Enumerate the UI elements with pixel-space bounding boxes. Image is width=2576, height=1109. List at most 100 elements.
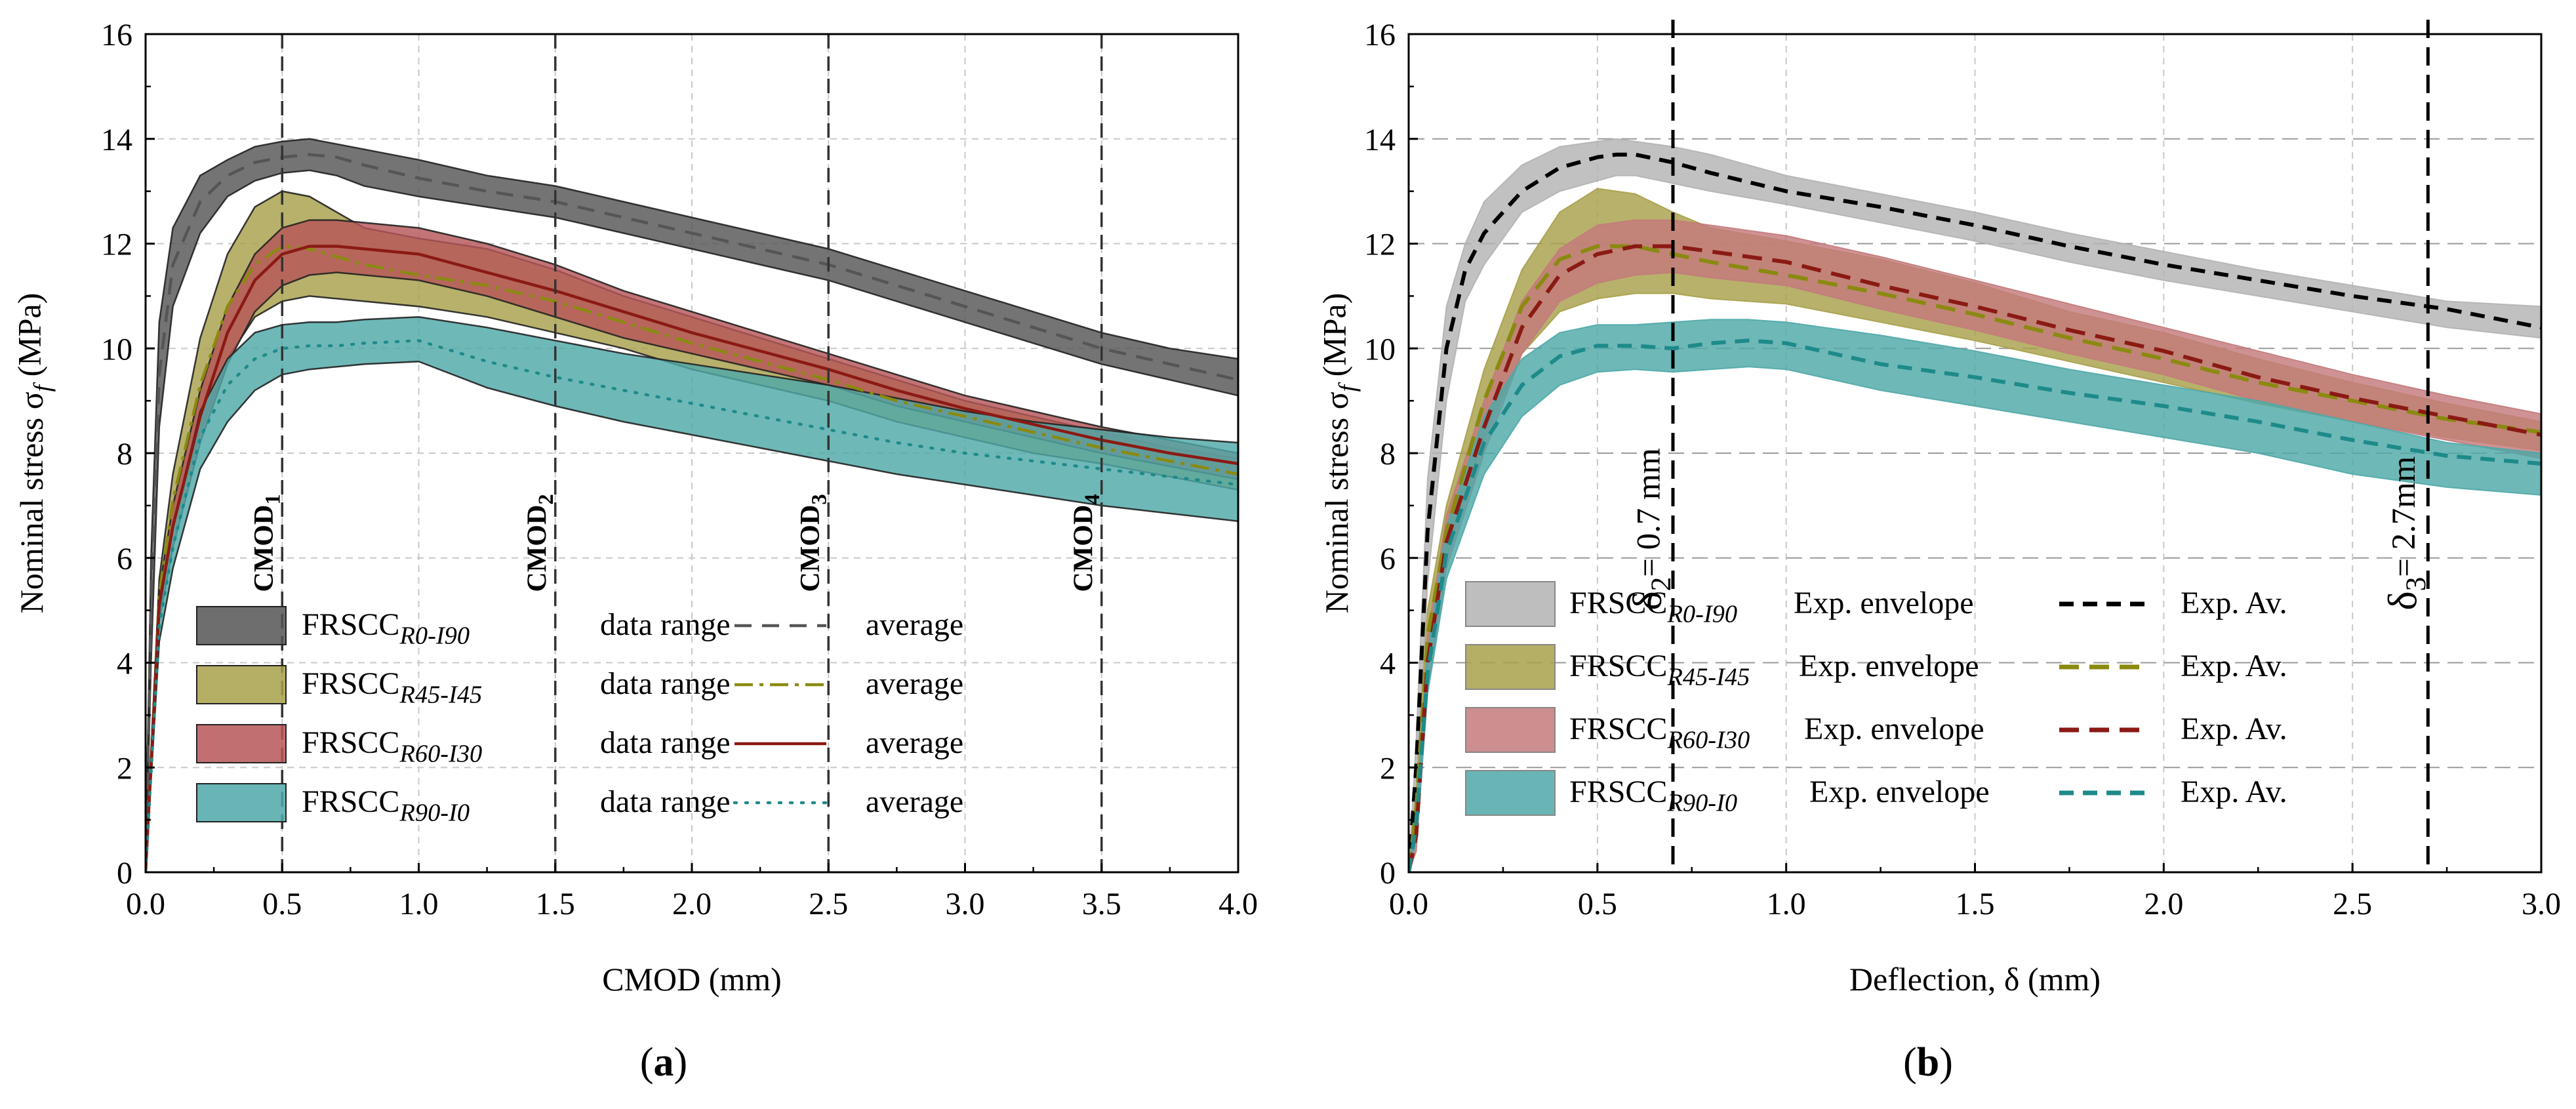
legend-name-sub: R45-I45 (1666, 663, 1750, 691)
legend-band-label: Exp. envelope (1799, 649, 1979, 683)
panel-label-close: ) (674, 1040, 688, 1085)
marker-label-cmod3-main: CMOD (795, 505, 826, 592)
marker-label-cmod1-sub: 1 (262, 494, 285, 504)
marker-label-delta3: δ3= 2.7mm (2381, 456, 2432, 611)
legend-band-label: data range (600, 725, 731, 760)
y-tick-label: 10 (101, 332, 132, 367)
x-axis-label: CMOD (mm) (602, 961, 782, 998)
panel-label-close: ) (1939, 1040, 1953, 1085)
legend: FRSCCR0-I90 Exp. envelope Exp. Av.FRSCCR45… (1465, 581, 2287, 817)
marker-label-cmod4-main: CMOD (1069, 505, 1099, 592)
y-tick-label: 12 (1364, 228, 1396, 262)
legend-series-name: FRSCCR60-I30 (302, 725, 482, 767)
band-r90-i0 (146, 316, 1238, 872)
y-tick-label: 4 (1380, 647, 1396, 681)
x-tick-label: 2.5 (2333, 887, 2372, 921)
legend-band-label: data range (600, 784, 731, 819)
delta-symbol: δ (2381, 591, 2425, 610)
legend-swatch-r0-i90 (1465, 581, 1556, 627)
x-tick-label: 2.0 (2144, 887, 2183, 921)
legend-swatch-r90-i0 (196, 783, 287, 822)
avg-line-r45-i45 (146, 245, 1238, 872)
marker-label-cmod4-sub: 4 (1081, 494, 1104, 504)
legend-band-label: data range (600, 666, 731, 701)
y-tick-label: 10 (1364, 332, 1396, 367)
legend-line-label: average (866, 607, 963, 642)
legend-name-main: FRSCC (1569, 775, 1667, 809)
band-r60-i30 (146, 219, 1238, 872)
band-r0-i90 (146, 138, 1238, 872)
legend-series-name: FRSCCR45-I45 (302, 666, 482, 708)
legend-name-sub: R90-I0 (399, 799, 470, 826)
y-tick-label: 14 (1364, 123, 1396, 157)
marker-label-cmod1-main: CMOD (249, 505, 279, 592)
legend-name-main: FRSCC (302, 666, 399, 701)
y-tick-label: 8 (117, 437, 132, 472)
panel-label: (a) (640, 1040, 687, 1085)
legend-series-name: FRSCCR0-I90 (1569, 586, 1737, 628)
marker-label-cmod2: CMOD2 (523, 494, 558, 592)
avg-line-r0-i90 (146, 153, 1238, 872)
marker-label-cmod2-main: CMOD (523, 505, 553, 592)
y-tick-label: 8 (1380, 437, 1396, 472)
avg-line-r90-i0 (146, 339, 1238, 872)
avg-line-r90-i0 (1409, 338, 2541, 872)
legend-line-label: average (866, 666, 963, 701)
y-axis-label: Nominal stress σf (MPa) (10, 293, 56, 614)
avg-line-r60-i30 (1409, 244, 2541, 872)
marker-label-cmod3: CMOD3 (795, 494, 831, 592)
band-r90-i0 (1409, 319, 2541, 872)
delta-sub: 2 (1645, 577, 1677, 592)
legend-band-label: Exp. envelope (1809, 775, 1990, 809)
y-tick-label: 0 (1380, 856, 1396, 891)
y-axis-label-main: Nominal stress σ (1318, 392, 1355, 613)
legend-line-label: Exp. Av. (2181, 775, 2287, 809)
y-tick-label: 2 (117, 751, 132, 786)
legend-line-label: Exp. Av. (2181, 649, 2287, 683)
y-tick-label: 4 (117, 647, 132, 681)
avg-line-r45-i45 (1409, 244, 2541, 872)
axes: 0.0 0.5 1.0 1.5 2.0 2.5 3.0 3.5 4.00246810121416… (10, 18, 1258, 998)
y-axis-label-unit: (MPa) (1316, 293, 1352, 385)
x-tick-label: 1.0 (1767, 887, 1806, 921)
x-tick-label: 0.0 (126, 887, 165, 921)
x-tick-label: 2.5 (809, 887, 848, 921)
x-tick-label: 1.5 (1956, 887, 1995, 921)
legend-name-main: FRSCC (302, 607, 399, 642)
x-tick-label: 0.5 (262, 887, 302, 921)
band-r60-i30 (1409, 219, 2541, 872)
legend: FRSCCR0-I90 data range averageFRSCCR45-I45… (196, 606, 963, 826)
delta-symbol: δ (1626, 591, 1670, 610)
legend-swatch-r0-i90 (196, 606, 287, 645)
avg-line-r60-i30 (146, 245, 1238, 872)
marker-label-cmod4: CMOD4 (1069, 494, 1104, 592)
axes: 0.0 0.5 1.0 1.5 2.0 2.5 3.0 0 2 4 6 8 10 12 14 16 Deflec… (1316, 18, 2561, 998)
marker-label-cmod1: CMOD1 (249, 494, 285, 592)
x-tick-label: 1.5 (536, 887, 575, 921)
legend-band-label: data range (600, 607, 731, 642)
legend-series-name: FRSCCR0-I90 (302, 607, 470, 649)
y-tick-label: 16 (101, 18, 132, 52)
panel-label-letter: a (654, 1040, 674, 1085)
panel-label: (b) (1903, 1040, 1953, 1085)
delta-value: = 2.7mm (2385, 456, 2422, 577)
legend-series-name: FRSCCR60-I30 (1569, 712, 1750, 754)
x-tick-label: 2.0 (672, 887, 712, 921)
legend-band-label: Exp. envelope (1804, 712, 1984, 746)
legend-name-sub: R45-I45 (399, 681, 482, 708)
legend-name-main: FRSCC (302, 784, 399, 819)
legend-name-main: FRSCC (1569, 649, 1667, 683)
legend-name-sub: R90-I0 (1666, 789, 1737, 817)
legend-swatch-r45-i45 (1465, 644, 1556, 690)
x-tick-label: 3.0 (946, 887, 985, 921)
legend-name-sub: R60-I30 (1666, 726, 1750, 754)
x-tick-label: 0.5 (1578, 887, 1617, 921)
marker-label-delta2: δ2= 0.7 mm (1626, 448, 1677, 611)
x-tick-label: 3.0 (2522, 887, 2561, 921)
marker-label-cmod2-sub: 2 (534, 494, 558, 504)
y-tick-label: 16 (1364, 18, 1396, 52)
y-axis-label-main: Nominal stress σ (13, 392, 50, 613)
legend-name-sub: R0-I90 (1666, 600, 1737, 628)
